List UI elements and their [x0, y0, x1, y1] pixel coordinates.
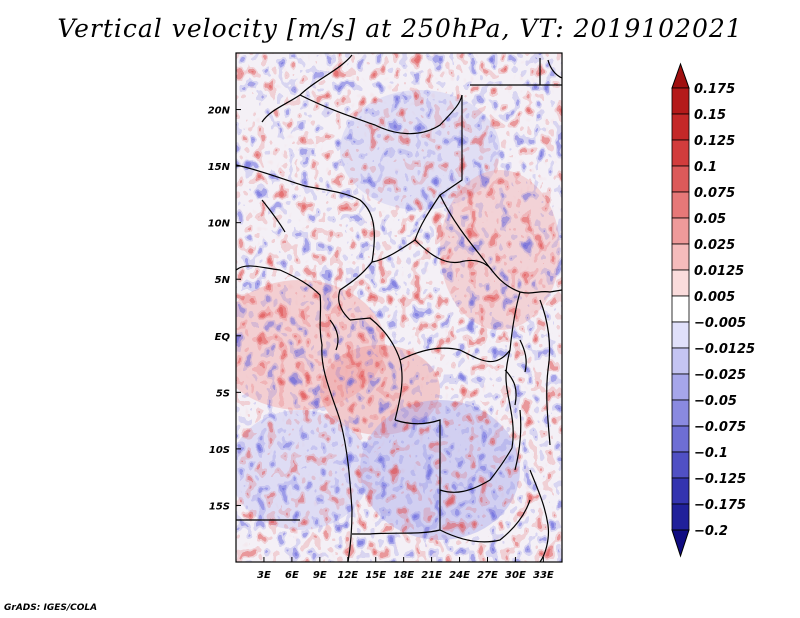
x-tick-label: 33E [533, 570, 554, 581]
colorbar-label: 0.075 [694, 186, 735, 201]
colorbar-label: 0.125 [694, 134, 735, 149]
colorbar-bin [671, 425, 690, 453]
colorbar-label: 0.15 [694, 108, 726, 123]
y-tick-label: 5N [215, 275, 231, 286]
colorbar-top-arrow [671, 62, 690, 89]
x-tick-label: 12E [337, 570, 358, 581]
colorbar-bin [671, 373, 690, 401]
y-tick-label: 10S [209, 445, 230, 456]
colorbar-bin [671, 269, 690, 297]
colorbar-label: 0.175 [694, 82, 735, 97]
colorbar-bin [671, 243, 690, 271]
x-tick-label: 21E [421, 570, 442, 581]
y-tick-label: 15N [208, 162, 231, 173]
y-tick-label: EQ [215, 332, 231, 343]
colorbar-bin [671, 295, 690, 323]
country-borders [236, 54, 562, 562]
colorbar-bin [671, 503, 690, 531]
x-tick-label: 18E [393, 570, 414, 581]
x-tick-label: 3E [257, 570, 271, 581]
colorbar-label: −0.2 [694, 524, 728, 539]
colorbar-bin [671, 139, 690, 167]
colorbar-label: −0.175 [694, 498, 746, 513]
colorbar-bin [671, 477, 690, 505]
x-tick-label: 15E [365, 570, 386, 581]
x-tick-label: 30E [505, 570, 526, 581]
x-tick-label: 6E [285, 570, 299, 581]
colorbar-label: −0.05 [694, 394, 737, 409]
colorbar-label: 0.025 [694, 238, 735, 253]
colorbar-bottom-arrow [671, 529, 690, 558]
colorbar-bin [671, 217, 690, 245]
colorbar-bin [671, 87, 690, 115]
plot-frame [235, 52, 563, 563]
chart-title: Vertical velocity [m/s] at 250hPa, VT: 2… [57, 14, 743, 43]
colorbar-label: −0.025 [694, 368, 746, 383]
y-tick-label: 20N [208, 106, 231, 117]
colorbar-label: 0.005 [694, 290, 735, 305]
colorbar: 0.175 0.15 0.125 0.1 0.075 0.05 0.025 0.0125 0.0… [671, 62, 755, 558]
colorbar-label: 0.1 [694, 160, 717, 175]
colorbar-label: −0.005 [694, 316, 746, 331]
colorbar-label: −0.1 [694, 446, 728, 461]
colorbar-bin [671, 347, 690, 375]
y-tick-label: 5S [216, 388, 230, 399]
colorbar-label: −0.075 [694, 420, 746, 435]
grads-credit: GrADS: IGES/COLA [4, 603, 98, 613]
colorbar-label: 0.05 [694, 212, 726, 227]
colorbar-bin [671, 399, 690, 427]
y-tick-label: 15S [209, 501, 230, 512]
colorbar-bin [671, 165, 690, 193]
colorbar-bin [671, 321, 690, 349]
x-axis: 3E 6E 9E 12E 15E 18E 21E 24E 27E 30E 33E [257, 557, 554, 581]
colorbar-bin [671, 113, 690, 141]
y-tick-label: 10N [208, 219, 231, 230]
colorbar-label: 0.0125 [694, 264, 744, 279]
x-tick-label: 27E [477, 570, 498, 581]
colorbar-label: −0.125 [694, 472, 746, 487]
x-tick-label: 9E [313, 570, 327, 581]
velocity-field [236, 53, 562, 562]
colorbar-bin [671, 191, 690, 219]
colorbar-bin [671, 451, 690, 479]
colorbar-label: −0.0125 [694, 342, 755, 357]
x-tick-label: 24E [449, 570, 470, 581]
y-axis: 20N 15N 10N 5N EQ 5S 10S 15S [208, 106, 241, 512]
